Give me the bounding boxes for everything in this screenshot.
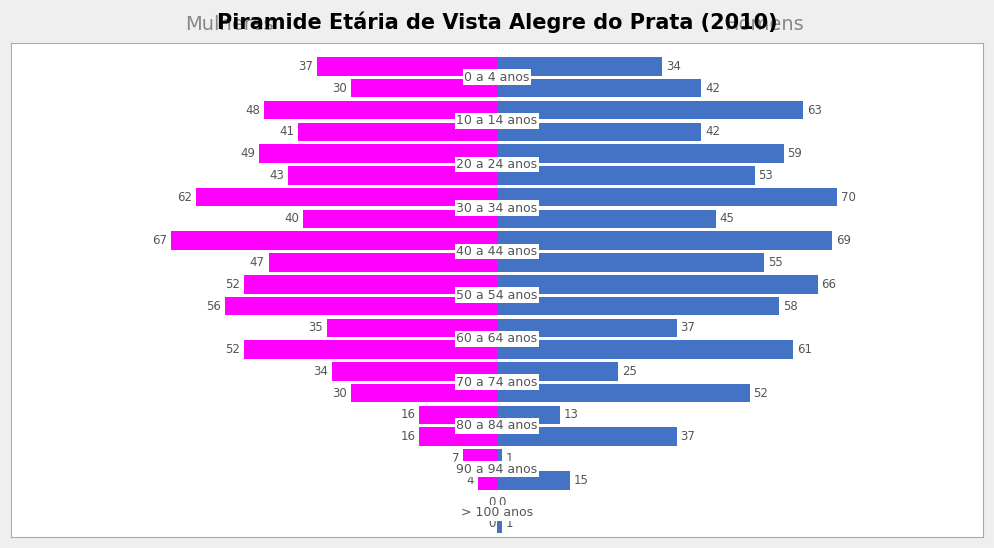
Bar: [298, 123, 497, 141]
Title: Piramide Etária de Vista Alegre do Prata (2010): Piramide Etária de Vista Alegre do Prata…: [217, 11, 777, 33]
Text: 1: 1: [506, 517, 513, 530]
Bar: [497, 384, 749, 402]
Text: 63: 63: [807, 104, 822, 117]
Bar: [263, 101, 497, 119]
Text: 0: 0: [498, 495, 506, 509]
Text: 40 a 44 anos: 40 a 44 anos: [456, 245, 538, 258]
Bar: [497, 57, 662, 76]
Bar: [245, 340, 497, 359]
Text: 52: 52: [753, 387, 768, 399]
Text: 49: 49: [240, 147, 255, 160]
Text: 7: 7: [451, 452, 459, 465]
Text: Mulheres: Mulheres: [186, 15, 274, 34]
Bar: [497, 340, 793, 359]
Text: 37: 37: [681, 430, 696, 443]
Text: 90 a 94 anos: 90 a 94 anos: [456, 463, 538, 476]
Text: 16: 16: [401, 430, 415, 443]
Bar: [196, 188, 497, 207]
Text: 41: 41: [279, 125, 294, 138]
Text: 48: 48: [245, 104, 259, 117]
Text: Homens: Homens: [725, 15, 804, 34]
Text: > 100 anos: > 100 anos: [461, 506, 533, 520]
Bar: [497, 188, 837, 207]
Text: 35: 35: [308, 321, 323, 334]
Text: 37: 37: [298, 60, 313, 73]
Bar: [245, 275, 497, 294]
Bar: [497, 79, 701, 98]
Text: 40: 40: [284, 213, 299, 225]
Text: 52: 52: [226, 343, 241, 356]
Text: 59: 59: [787, 147, 802, 160]
Text: 0: 0: [488, 517, 496, 530]
Bar: [497, 406, 561, 424]
Text: 69: 69: [836, 234, 851, 247]
Text: 67: 67: [152, 234, 168, 247]
Text: 45: 45: [720, 213, 735, 225]
Text: 37: 37: [681, 321, 696, 334]
Bar: [497, 471, 570, 489]
Text: 62: 62: [177, 191, 192, 204]
Text: 43: 43: [269, 169, 284, 182]
Text: 0: 0: [488, 495, 496, 509]
Bar: [332, 362, 497, 381]
Text: 30: 30: [333, 387, 347, 399]
Text: 53: 53: [758, 169, 773, 182]
Text: 20 a 24 anos: 20 a 24 anos: [456, 158, 538, 171]
Bar: [288, 166, 497, 185]
Bar: [327, 318, 497, 337]
Text: 1: 1: [506, 452, 513, 465]
Text: 15: 15: [574, 474, 588, 487]
Text: 70 a 74 anos: 70 a 74 anos: [456, 376, 538, 389]
Bar: [317, 57, 497, 76]
Bar: [497, 231, 832, 250]
Text: 52: 52: [226, 278, 241, 291]
Text: 25: 25: [622, 365, 637, 378]
Bar: [497, 318, 677, 337]
Bar: [463, 449, 497, 468]
Bar: [419, 427, 497, 446]
Bar: [497, 427, 677, 446]
Text: 55: 55: [768, 256, 783, 269]
Bar: [497, 297, 779, 315]
Bar: [497, 101, 803, 119]
Text: 42: 42: [705, 82, 720, 95]
Text: 80 a 84 anos: 80 a 84 anos: [456, 419, 538, 432]
Bar: [171, 231, 497, 250]
Text: 66: 66: [822, 278, 837, 291]
Bar: [497, 275, 818, 294]
Bar: [497, 449, 502, 468]
Bar: [419, 406, 497, 424]
Bar: [497, 166, 754, 185]
Text: 0 a 4 anos: 0 a 4 anos: [464, 71, 530, 84]
Text: 34: 34: [313, 365, 328, 378]
Text: 60 a 64 anos: 60 a 64 anos: [456, 332, 538, 345]
Bar: [268, 253, 497, 272]
Bar: [302, 210, 497, 228]
Text: 10 a 14 anos: 10 a 14 anos: [456, 115, 538, 127]
Bar: [225, 297, 497, 315]
Text: 16: 16: [401, 408, 415, 421]
Text: 4: 4: [466, 474, 474, 487]
Text: 61: 61: [797, 343, 812, 356]
Text: 70: 70: [841, 191, 856, 204]
Bar: [497, 123, 701, 141]
Text: 47: 47: [249, 256, 264, 269]
Bar: [477, 471, 497, 489]
Bar: [497, 144, 783, 163]
Bar: [497, 362, 618, 381]
Text: 58: 58: [782, 300, 797, 312]
Text: 42: 42: [705, 125, 720, 138]
Bar: [497, 253, 764, 272]
Bar: [497, 515, 502, 533]
Text: 30 a 34 anos: 30 a 34 anos: [456, 202, 538, 214]
Text: 30: 30: [333, 82, 347, 95]
Bar: [351, 384, 497, 402]
Bar: [258, 144, 497, 163]
Text: 56: 56: [206, 300, 221, 312]
Text: 13: 13: [564, 408, 579, 421]
Text: 50 a 54 anos: 50 a 54 anos: [456, 289, 538, 301]
Bar: [351, 79, 497, 98]
Text: 34: 34: [666, 60, 681, 73]
Bar: [497, 210, 716, 228]
